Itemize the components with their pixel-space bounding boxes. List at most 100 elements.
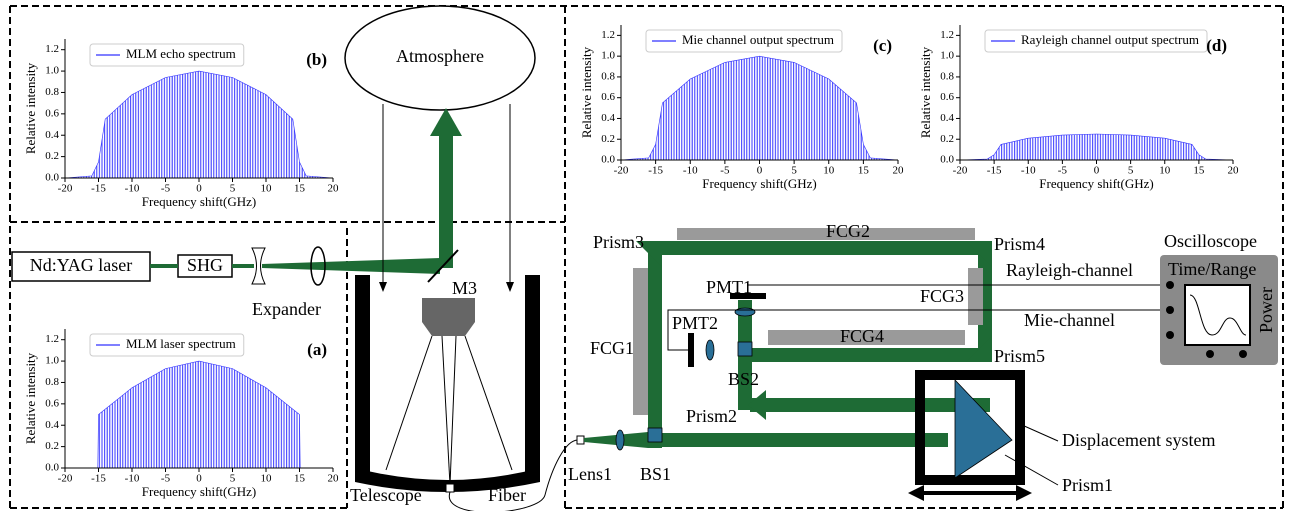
- label: BS2: [728, 369, 759, 389]
- label: Prism1: [1062, 475, 1113, 495]
- label: FCG3: [920, 286, 964, 306]
- y-tick-label: 0.8: [940, 70, 954, 82]
- legend-label: Rayleigh channel output spectrum: [1021, 32, 1199, 47]
- y-tick-label: 1.0: [940, 50, 954, 62]
- label: Power: [1256, 287, 1276, 333]
- spectrum: [65, 71, 333, 178]
- x-tick-label: 5: [230, 473, 236, 485]
- y-tick-label: 0.4: [45, 129, 59, 141]
- x-tick-label: -10: [683, 165, 698, 177]
- label: FCG2: [826, 221, 870, 241]
- label: PMT2: [672, 313, 718, 333]
- x-tick-label: 20: [893, 165, 905, 177]
- spectrum: [621, 56, 898, 160]
- y-tick-label: 1.2: [940, 29, 954, 41]
- y-tick-label: 0.0: [45, 172, 59, 184]
- label: FCG1: [590, 338, 634, 358]
- x-tick-label: -10: [125, 473, 140, 485]
- panel-label: (c): [873, 36, 892, 55]
- label: BS1: [640, 464, 671, 484]
- x-tick-label: 0: [196, 473, 202, 485]
- x-tick-label: 0: [196, 183, 202, 195]
- spectrum: [65, 361, 333, 468]
- x-tick-label: -5: [720, 165, 730, 177]
- legend: Rayleigh channel output spectrum: [985, 30, 1207, 52]
- label: FCG4: [840, 326, 884, 346]
- x-tick-label: -20: [58, 473, 73, 485]
- x-tick-label: -15: [648, 165, 663, 177]
- y-tick-label: 0.0: [940, 154, 954, 166]
- x-tick-label: -15: [91, 183, 106, 195]
- y-axis-label: Relative intensity: [23, 62, 38, 154]
- x-tick-label: -20: [614, 165, 629, 177]
- y-tick-label: 0.6: [45, 107, 59, 119]
- x-axis-label: Frequency shift(GHz): [702, 176, 816, 191]
- x-tick-label: -5: [161, 183, 171, 195]
- x-tick-label: 15: [294, 473, 306, 485]
- y-tick-label: 1.2: [601, 29, 615, 41]
- x-tick-label: 15: [294, 183, 306, 195]
- legend: MLM laser spectrum: [90, 334, 244, 356]
- x-tick-label: -15: [91, 473, 106, 485]
- panel-label: (a): [307, 340, 327, 359]
- label: Oscilloscope: [1164, 231, 1257, 251]
- x-tick-label: 10: [1159, 165, 1171, 177]
- legend: MLM echo spectrum: [90, 44, 244, 66]
- x-tick-label: 10: [261, 183, 273, 195]
- x-tick-label: -5: [1058, 165, 1068, 177]
- x-axis-label: Frequency shift(GHz): [142, 194, 256, 209]
- y-tick-label: 0.8: [601, 70, 615, 82]
- label: M3: [452, 278, 477, 298]
- x-tick-label: 0: [1094, 165, 1100, 177]
- x-tick-label: 20: [328, 183, 340, 195]
- y-tick-label: 0.8: [45, 376, 59, 388]
- y-tick-label: 0.2: [45, 440, 59, 452]
- x-tick-label: -10: [125, 183, 140, 195]
- label: Displacement system: [1062, 430, 1215, 450]
- y-tick-label: 0.6: [601, 91, 615, 103]
- x-tick-label: 15: [858, 165, 870, 177]
- y-tick-label: 0.2: [45, 150, 59, 162]
- x-tick-label: 15: [1193, 165, 1205, 177]
- y-tick-label: 0.0: [601, 154, 615, 166]
- x-tick-label: 5: [1128, 165, 1134, 177]
- spectrum-chart: Rayleigh channel output spectrum -20 -15 -1…: [918, 25, 1239, 191]
- label: Prism2: [686, 406, 737, 426]
- panel-label: (d): [1206, 36, 1227, 55]
- label: Nd:YAG laser: [30, 255, 132, 275]
- label: Prism5: [994, 346, 1045, 366]
- y-axis-label: Relative intensity: [23, 352, 38, 444]
- x-tick-label: 20: [328, 473, 340, 485]
- legend-label: MLM laser spectrum: [126, 336, 236, 351]
- y-tick-label: 1.0: [601, 50, 615, 62]
- x-tick-label: 5: [791, 165, 797, 177]
- x-tick-label: 10: [823, 165, 835, 177]
- telescope: [355, 104, 578, 511]
- x-tick-label: -15: [987, 165, 1002, 177]
- y-tick-label: 0.2: [601, 133, 615, 145]
- label: Prism4: [994, 234, 1045, 254]
- label: Lens1: [568, 464, 612, 484]
- x-tick-label: 20: [1228, 165, 1240, 177]
- y-tick-label: 0.6: [940, 91, 954, 103]
- y-tick-label: 0.4: [601, 112, 615, 124]
- y-axis-label: Relative intensity: [579, 46, 594, 138]
- panel-label: (b): [306, 50, 327, 69]
- label: Atmosphere: [396, 46, 484, 66]
- x-tick-label: -20: [953, 165, 968, 177]
- y-tick-label: 1.0: [45, 65, 59, 77]
- label: Time/Range: [1168, 259, 1256, 279]
- label: Telescope: [350, 485, 422, 505]
- y-tick-label: 1.2: [45, 333, 59, 345]
- legend: Mie channel output spectrum: [646, 30, 842, 52]
- y-tick-label: 0.4: [940, 112, 954, 124]
- x-tick-label: -10: [1021, 165, 1036, 177]
- x-tick-label: -5: [161, 473, 171, 485]
- label: Rayleigh-channel: [1006, 260, 1133, 280]
- label: Expander: [252, 299, 321, 319]
- y-tick-label: 0.6: [45, 397, 59, 409]
- label: SHG: [187, 255, 223, 275]
